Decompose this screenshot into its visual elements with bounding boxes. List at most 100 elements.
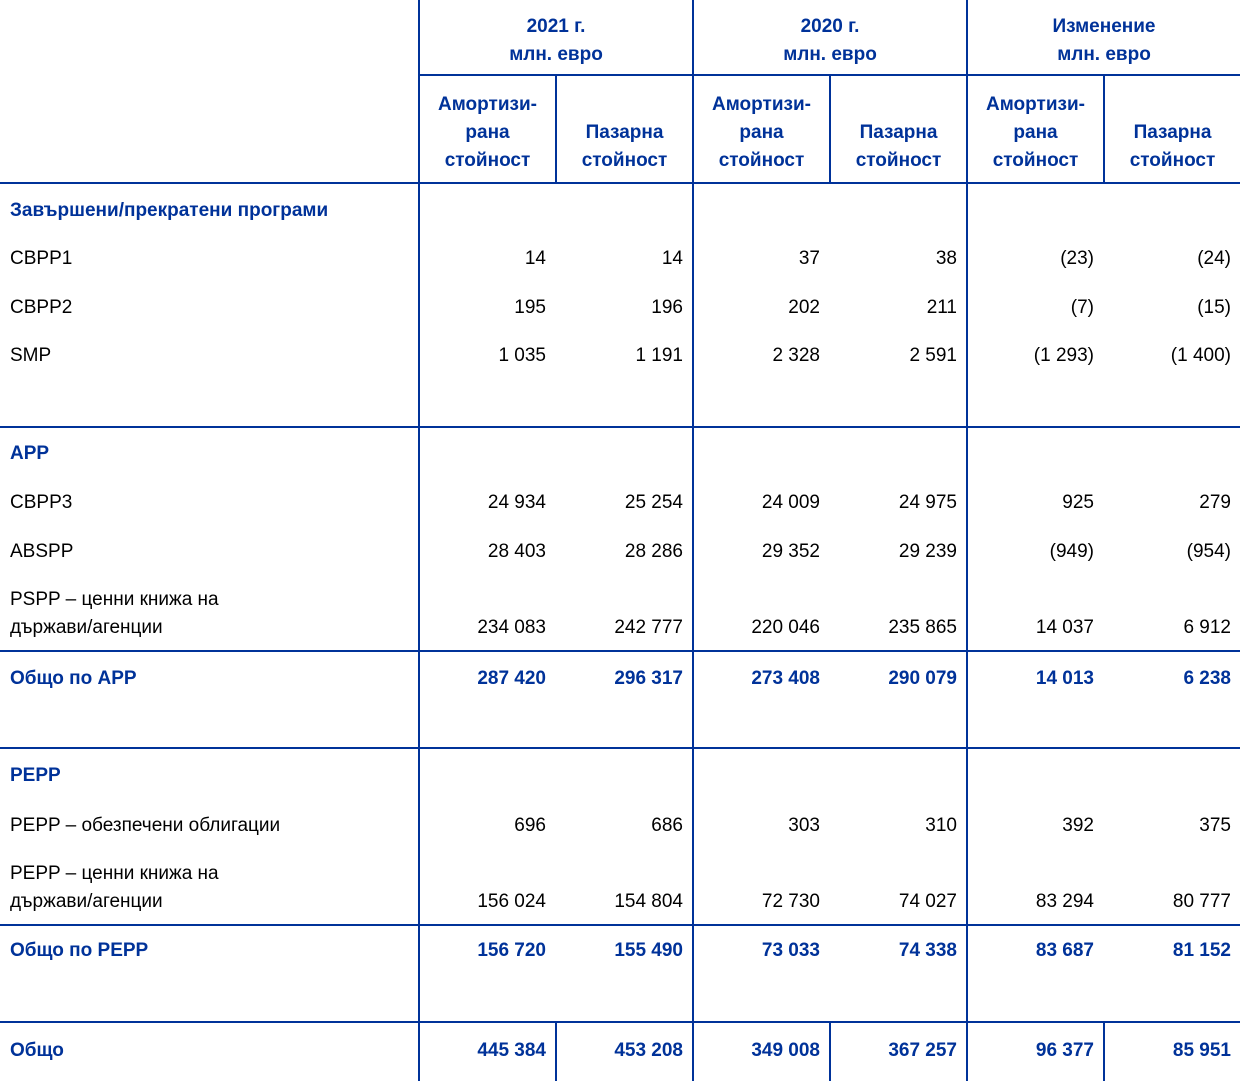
row-label: PSPP – ценни книжа на държави/агенции bbox=[10, 586, 219, 642]
total-row-label: Общо по PEPP bbox=[10, 940, 149, 961]
table-cell: 202 bbox=[788, 297, 820, 318]
header-unit: млн. евро bbox=[509, 44, 603, 65]
divider bbox=[829, 76, 831, 183]
divider bbox=[966, 0, 968, 1081]
divider bbox=[555, 1023, 557, 1081]
header-line: стойност bbox=[718, 150, 805, 171]
row-label-line: PEPP – ценни книжа на bbox=[10, 863, 219, 884]
table-cell: 349 008 bbox=[751, 1040, 820, 1061]
table-cell: 14 037 bbox=[1035, 617, 1094, 638]
table-cell: (15) bbox=[1197, 297, 1231, 318]
header-line: стойност bbox=[855, 150, 942, 171]
header-line: стойност bbox=[1129, 150, 1216, 171]
table-cell: 24 009 bbox=[761, 492, 820, 513]
table-cell: 235 865 bbox=[888, 617, 957, 638]
table-cell: 28 286 bbox=[624, 541, 683, 562]
header-line: Амортизи- bbox=[712, 94, 811, 115]
row-label: ABSPP bbox=[10, 541, 74, 562]
table-cell: 279 bbox=[1199, 492, 1231, 513]
table-cell: 83 294 bbox=[1035, 891, 1094, 912]
row-label: PEPP – ценни книжа на държави/агенции bbox=[10, 860, 219, 916]
header-line: рана bbox=[1013, 122, 1058, 143]
table-cell: 234 083 bbox=[477, 617, 546, 638]
table-cell: 273 408 bbox=[751, 668, 820, 689]
header-amortised-cost: Амортизи- рана стойност bbox=[420, 91, 555, 175]
table-cell: 74 338 bbox=[898, 940, 957, 961]
table-cell: 80 777 bbox=[1172, 891, 1231, 912]
header-line: Амортизи- bbox=[986, 94, 1085, 115]
header-line: рана bbox=[465, 122, 510, 143]
table-cell: 29 239 bbox=[898, 541, 957, 562]
table-cell: 290 079 bbox=[888, 668, 957, 689]
header-market-value: Пазарна стойност bbox=[557, 119, 692, 175]
divider bbox=[0, 924, 1240, 926]
table-cell: 925 bbox=[1062, 492, 1094, 513]
row-label: CBPP1 bbox=[10, 248, 73, 269]
divider bbox=[0, 1021, 1240, 1023]
header-year: 2021 г. bbox=[526, 16, 586, 37]
row-label-line: държави/агенции bbox=[10, 891, 163, 912]
table-cell: 96 377 bbox=[1035, 1040, 1094, 1061]
table-cell: 72 730 bbox=[761, 891, 820, 912]
total-row-label: Общо bbox=[10, 1040, 64, 1061]
table-cell: (949) bbox=[1049, 541, 1094, 562]
table-cell: 83 687 bbox=[1035, 940, 1094, 961]
divider bbox=[418, 74, 1240, 76]
table-cell: 14 bbox=[524, 248, 546, 269]
table-cell: 211 bbox=[926, 297, 957, 318]
header-line: Амортизи- bbox=[438, 94, 537, 115]
section-heading: APP bbox=[10, 443, 50, 464]
header-line: рана bbox=[739, 122, 784, 143]
table-cell: 696 bbox=[514, 815, 546, 836]
divider bbox=[1103, 76, 1105, 183]
table-cell: 686 bbox=[651, 815, 683, 836]
divider bbox=[0, 426, 1240, 428]
table-cell: 37 bbox=[798, 248, 820, 269]
table-cell: 156 720 bbox=[477, 940, 546, 961]
row-label: SMP bbox=[10, 345, 52, 366]
header-year: Изменение bbox=[1052, 16, 1156, 37]
header-line: Пазарна bbox=[1133, 122, 1212, 143]
divider bbox=[555, 76, 557, 183]
header-line: стойност bbox=[992, 150, 1079, 171]
table-cell: 6 912 bbox=[1183, 617, 1231, 638]
table-cell: 24 975 bbox=[898, 492, 957, 513]
divider bbox=[418, 0, 420, 1081]
section-heading: Завършени/прекратени програми bbox=[10, 200, 329, 221]
row-label-line: PSPP – ценни книжа на bbox=[10, 589, 219, 610]
header-line: стойност bbox=[444, 150, 531, 171]
table-cell: (954) bbox=[1186, 541, 1231, 562]
header-amortised-cost: Амортизи- рана стойност bbox=[968, 91, 1103, 175]
divider bbox=[692, 0, 694, 1081]
header-unit: млн. евро bbox=[783, 44, 877, 65]
header-line: Пазарна bbox=[859, 122, 938, 143]
table-cell: 2 328 bbox=[772, 345, 820, 366]
table-cell: (23) bbox=[1060, 248, 1094, 269]
table-cell: 81 152 bbox=[1172, 940, 1231, 961]
table-cell: 367 257 bbox=[888, 1040, 957, 1061]
table-cell: 287 420 bbox=[477, 668, 546, 689]
row-label: PEPP – обезпечени облигации bbox=[10, 815, 281, 836]
table-cell: 375 bbox=[1199, 815, 1231, 836]
table-cell: 453 208 bbox=[614, 1040, 683, 1061]
table-cell: (24) bbox=[1197, 248, 1231, 269]
table-cell: 14 bbox=[661, 248, 683, 269]
table-cell: (1 293) bbox=[1033, 345, 1094, 366]
divider bbox=[829, 1023, 831, 1081]
table-cell: 392 bbox=[1062, 815, 1094, 836]
table-cell: (7) bbox=[1070, 297, 1094, 318]
table-cell: 156 024 bbox=[477, 891, 546, 912]
row-label-line: държави/агенции bbox=[10, 617, 163, 638]
table-cell: 155 490 bbox=[614, 940, 683, 961]
header-line: стойност bbox=[581, 150, 668, 171]
table-cell: 25 254 bbox=[624, 492, 683, 513]
header-line: Пазарна bbox=[585, 122, 664, 143]
table-cell: 29 352 bbox=[761, 541, 820, 562]
header-group-change: Изменение млн. евро bbox=[968, 13, 1240, 69]
divider bbox=[0, 747, 1240, 749]
table-cell: 310 bbox=[925, 815, 957, 836]
header-group-2020: 2020 г. млн. евро bbox=[694, 13, 966, 69]
table-cell: 24 934 bbox=[487, 492, 546, 513]
divider bbox=[0, 650, 1240, 652]
